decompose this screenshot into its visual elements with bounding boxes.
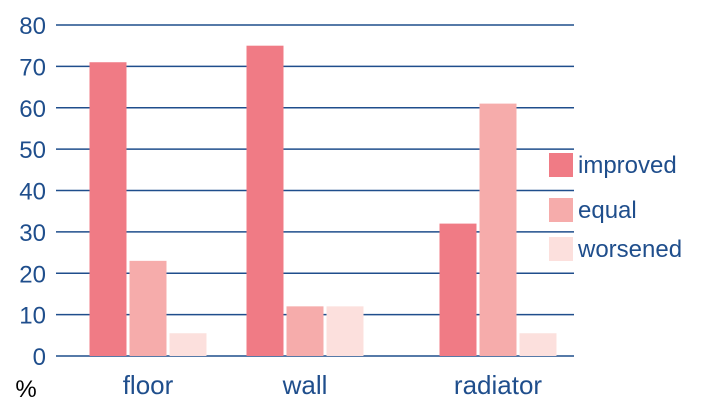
bar-floor-worsened bbox=[169, 333, 207, 356]
bar-wall-equal bbox=[286, 306, 324, 356]
y-axis-unit-label: % bbox=[15, 376, 36, 398]
y-tick-label: 60 bbox=[19, 96, 46, 123]
y-tick-label: 50 bbox=[19, 137, 46, 164]
bar-wall-worsened bbox=[326, 306, 364, 356]
x-axis-category-labels: floor wall radiator bbox=[123, 370, 543, 398]
y-tick-label: 30 bbox=[19, 220, 46, 247]
x-category-label: wall bbox=[282, 370, 328, 398]
y-tick-label: 40 bbox=[19, 179, 46, 206]
y-tick-label: 10 bbox=[19, 303, 46, 330]
bar-floor-improved bbox=[89, 62, 127, 357]
y-tick-label: 0 bbox=[33, 344, 46, 371]
legend-swatch-equal bbox=[549, 198, 573, 222]
bar-radiator-improved bbox=[439, 223, 477, 356]
legend-label-equal: equal bbox=[578, 197, 637, 224]
y-tick-label: 70 bbox=[19, 54, 46, 81]
legend: improved equal worsened bbox=[549, 152, 682, 263]
bar-radiator-equal bbox=[479, 103, 517, 356]
x-category-label: radiator bbox=[454, 370, 542, 398]
bars bbox=[89, 45, 557, 357]
y-tick-label: 80 bbox=[19, 13, 46, 40]
legend-label-improved: improved bbox=[578, 152, 677, 179]
legend-label-worsened: worsened bbox=[577, 236, 682, 263]
bar-radiator-worsened bbox=[519, 333, 557, 356]
legend-swatch-improved bbox=[549, 153, 573, 177]
y-axis-tick-labels: 0 10 20 30 40 50 60 70 80 bbox=[19, 13, 46, 371]
bar-floor-equal bbox=[129, 260, 167, 356]
bar-wall-improved bbox=[246, 45, 284, 356]
x-category-label: floor bbox=[123, 370, 174, 398]
y-tick-label: 20 bbox=[19, 261, 46, 288]
legend-swatch-worsened bbox=[549, 237, 573, 261]
